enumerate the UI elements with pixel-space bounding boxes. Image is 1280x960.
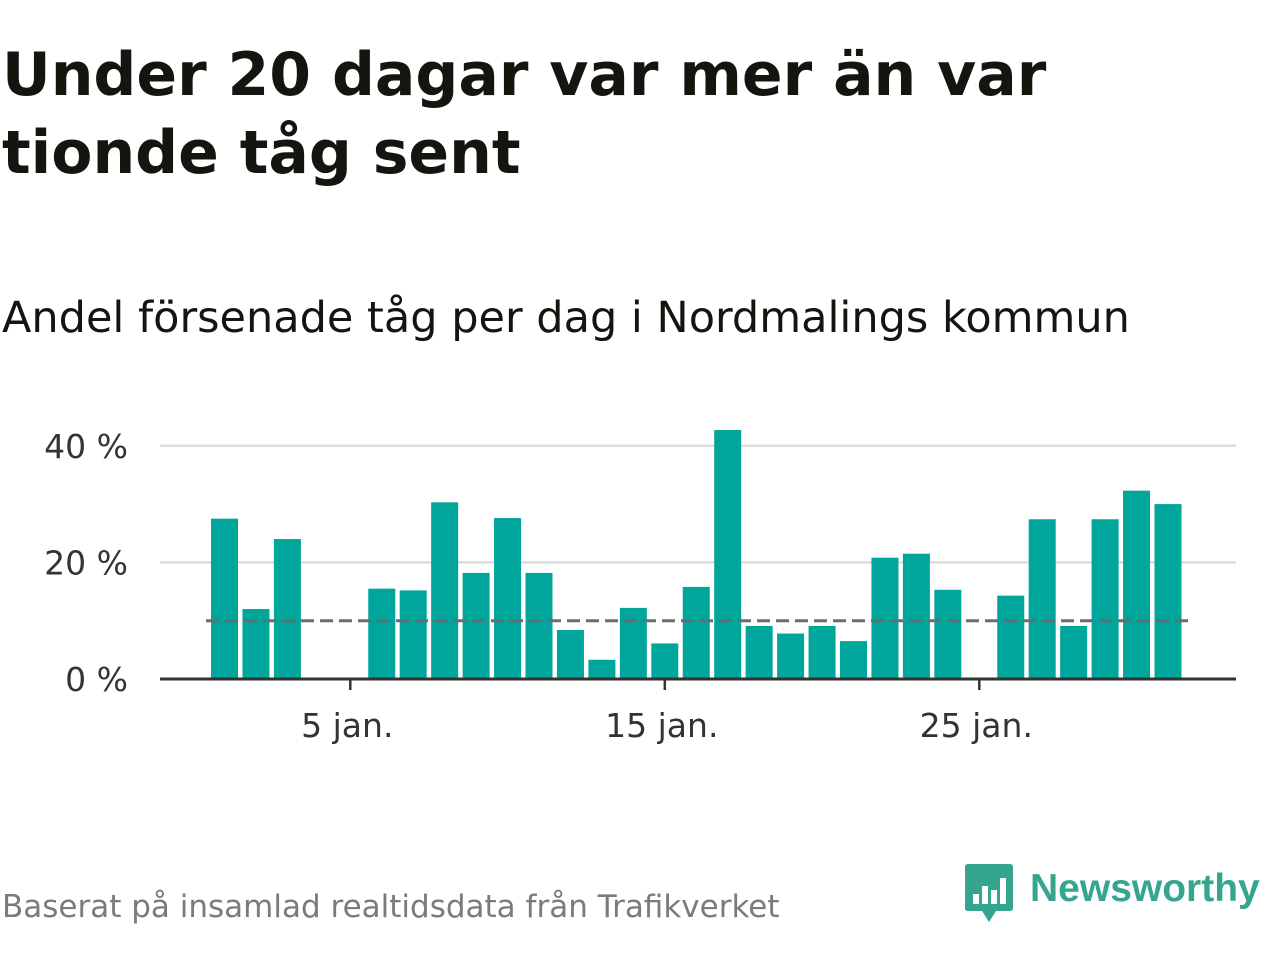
bar	[934, 589, 962, 679]
x-tick-label: 15 jan.	[605, 706, 718, 745]
chart-title: Under 20 dagar var mer än var tionde tåg…	[2, 40, 1047, 188]
bar	[651, 643, 679, 679]
x-tick-label: 5 jan.	[301, 706, 393, 745]
bar	[840, 641, 867, 679]
brand-name: Newsworthy	[1030, 867, 1260, 910]
bar	[588, 659, 616, 679]
brand-logo[interactable]: Newsworthy	[964, 862, 1260, 928]
bar	[871, 557, 899, 679]
bar	[1123, 490, 1151, 679]
bar	[368, 588, 396, 679]
y-tick-label: 0 %	[65, 660, 128, 699]
bar	[556, 630, 584, 679]
chart-subtitle: Andel försenade tåg per dag i Nordmaling…	[2, 293, 1130, 343]
bar	[273, 539, 301, 679]
bar	[462, 572, 490, 679]
y-axis-labels: 0 % 20 % 40 %	[44, 427, 128, 699]
bar	[714, 430, 742, 679]
newsworthy-logo-icon	[965, 864, 1013, 922]
bar	[745, 625, 773, 679]
bar	[997, 595, 1025, 679]
x-axis	[160, 677, 1236, 690]
bar	[1154, 504, 1182, 679]
gridlines	[160, 444, 1236, 564]
bar	[399, 590, 427, 679]
bar	[525, 572, 553, 679]
bar	[808, 625, 836, 679]
y-tick-label: 20 %	[44, 543, 128, 582]
source-note: Baserat på insamlad realtidsdata från Tr…	[2, 889, 780, 925]
bar	[431, 502, 459, 679]
bar	[1060, 625, 1088, 679]
y-tick-label: 40 %	[44, 427, 128, 466]
bar	[1028, 519, 1056, 679]
x-tick-label: 25 jan.	[920, 706, 1033, 745]
bars	[211, 430, 1182, 679]
x-axis-labels: 5 jan. 15 jan. 25 jan.	[301, 706, 1033, 745]
bar-chart: 0 % 20 % 40 % 5 jan. 15 jan. 25 jan.	[44, 427, 1236, 745]
bar	[494, 518, 522, 679]
bar	[902, 553, 930, 679]
bar	[777, 633, 805, 679]
bar	[211, 518, 238, 679]
bar	[682, 586, 710, 679]
bar	[619, 607, 647, 679]
bar	[1091, 519, 1119, 679]
